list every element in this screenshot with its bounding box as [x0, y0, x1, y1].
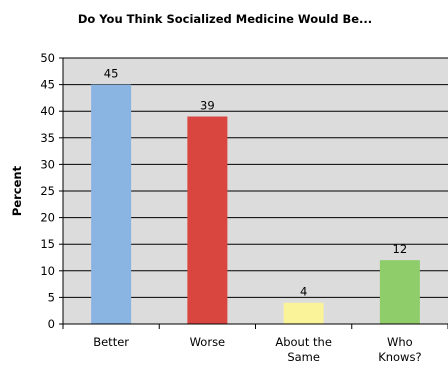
y-tick-label: 0	[48, 317, 55, 331]
data-label: 12	[393, 242, 408, 256]
x-category-label: Knows?	[378, 350, 421, 364]
bar	[91, 84, 132, 324]
y-tick-label: 45	[40, 78, 55, 92]
y-axis-label: Percent	[10, 165, 24, 216]
x-category-label: About the	[275, 335, 332, 349]
x-category-label: Same	[287, 350, 320, 364]
x-category-label: Worse	[190, 335, 226, 349]
data-label: 4	[300, 285, 307, 299]
y-tick-label: 5	[48, 290, 55, 304]
x-category-label: Who	[387, 335, 413, 349]
data-label: 45	[104, 67, 119, 81]
bar	[187, 116, 228, 325]
x-category-label: Better	[93, 335, 129, 349]
y-tick-label: 20	[40, 211, 55, 225]
bar	[379, 260, 420, 324]
y-tick-label: 30	[40, 157, 55, 171]
y-tick-label: 40	[40, 104, 55, 118]
chart-title: Do You Think Socialized Medicine Would B…	[78, 12, 372, 26]
y-tick-label: 10	[40, 264, 55, 278]
y-tick-label: 25	[40, 184, 55, 198]
bar	[283, 302, 324, 324]
y-tick-label: 50	[40, 51, 55, 65]
y-tick-label: 35	[40, 131, 55, 145]
y-tick-label: 15	[40, 237, 55, 251]
data-label: 39	[200, 99, 215, 113]
